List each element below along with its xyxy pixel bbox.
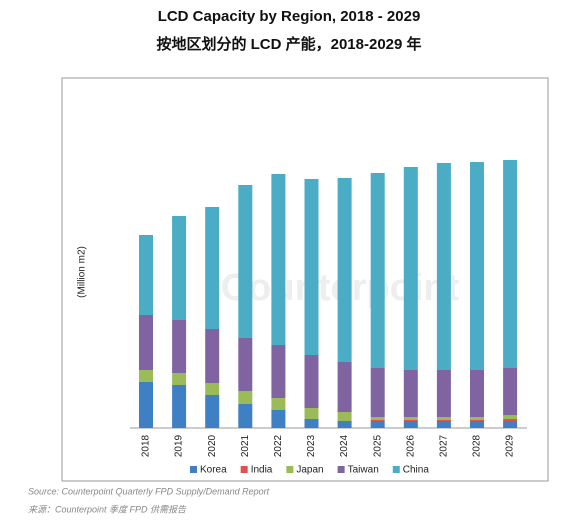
bar-segment bbox=[436, 163, 451, 370]
x-tick-label: 2022 bbox=[273, 434, 284, 457]
y-axis-label: (Million m2) bbox=[77, 246, 88, 298]
bar-segment bbox=[370, 173, 385, 368]
bar-segment bbox=[238, 391, 253, 404]
bar-segment bbox=[370, 368, 385, 417]
x-tick-label: 2023 bbox=[306, 434, 317, 457]
plot-frame bbox=[61, 77, 549, 482]
bar-segment bbox=[304, 419, 319, 428]
x-tick-label: 2029 bbox=[505, 434, 516, 457]
legend-label: Japan bbox=[296, 465, 323, 476]
bar-segment bbox=[403, 421, 418, 428]
bar-segment bbox=[238, 338, 253, 391]
x-tick-label: 2019 bbox=[174, 434, 185, 457]
bar-segment bbox=[271, 174, 286, 345]
bar-segment bbox=[470, 417, 484, 420]
bar-segment bbox=[436, 420, 451, 421]
bar-segment bbox=[172, 216, 187, 320]
bar-segment bbox=[370, 417, 385, 420]
x-tick-label: 2025 bbox=[372, 434, 383, 457]
bar-segment bbox=[403, 370, 418, 417]
bar-segment bbox=[172, 373, 187, 385]
source-cn: 来源：Counterpoint 季度 FPD 供需报告 bbox=[28, 504, 187, 514]
legend-label: Korea bbox=[200, 465, 227, 476]
legend-swatch bbox=[286, 466, 294, 473]
x-tick-label: 2028 bbox=[472, 434, 483, 457]
bar-segment bbox=[271, 398, 286, 410]
bar-segment bbox=[139, 370, 153, 382]
chart-subtitle: 按地区划分的 LCD 产能，2018-2029 年 bbox=[156, 35, 421, 53]
legend-swatch bbox=[337, 466, 345, 473]
bar-segment bbox=[238, 404, 253, 428]
bar-segment bbox=[503, 415, 518, 419]
bar-segment bbox=[271, 345, 286, 398]
bar-segment bbox=[139, 382, 153, 428]
bar-segment bbox=[436, 370, 451, 417]
legend-label: Taiwan bbox=[348, 465, 379, 476]
legend-label: China bbox=[403, 465, 430, 476]
bar-segment bbox=[205, 207, 220, 329]
bar-segment bbox=[139, 315, 153, 370]
bar-segment bbox=[503, 421, 518, 428]
bar-segment bbox=[470, 420, 484, 421]
bar-segment bbox=[403, 417, 418, 420]
x-tick-label: 2026 bbox=[405, 434, 416, 457]
bar-segment bbox=[337, 421, 352, 428]
bar-segment bbox=[271, 410, 286, 428]
bar-segment bbox=[403, 420, 418, 421]
legend-swatch bbox=[190, 466, 197, 473]
x-tick-label: 2024 bbox=[339, 434, 350, 457]
legend-swatch bbox=[240, 466, 248, 473]
chart-title: LCD Capacity by Region, 2018 - 2029 bbox=[158, 8, 421, 25]
legend-swatch bbox=[392, 466, 400, 473]
bar-segment bbox=[403, 167, 418, 370]
source: Source: Counterpoint Quarterly FPD Suppl… bbox=[28, 486, 270, 496]
bar-segment bbox=[436, 417, 451, 420]
bar-segment bbox=[370, 420, 385, 421]
bar-segment bbox=[205, 329, 220, 383]
bar-segment bbox=[470, 421, 484, 428]
x-tick-label: 2027 bbox=[439, 434, 450, 457]
x-tick-label: 2018 bbox=[141, 434, 152, 457]
bar-segment bbox=[337, 412, 352, 421]
bar-segment bbox=[205, 395, 220, 428]
x-tick-label: 2021 bbox=[240, 434, 251, 457]
bar-segment bbox=[470, 162, 484, 370]
bar-segment bbox=[337, 362, 352, 412]
bar-segment bbox=[238, 185, 253, 338]
bar-segment bbox=[304, 179, 319, 355]
bar-segment bbox=[139, 235, 153, 315]
bar-segment bbox=[503, 419, 518, 421]
bar-segment bbox=[436, 421, 451, 428]
bar-segment bbox=[503, 160, 518, 368]
bar-segment bbox=[205, 383, 220, 395]
bar-segment bbox=[503, 368, 518, 415]
legend-label: India bbox=[251, 465, 273, 476]
x-tick-label: 2020 bbox=[207, 434, 218, 457]
bar-segment bbox=[172, 320, 187, 373]
bar-segment bbox=[304, 408, 319, 419]
bar-segment bbox=[470, 370, 484, 417]
bar-segment bbox=[172, 385, 187, 428]
bar-segment bbox=[337, 178, 352, 362]
bar-segment bbox=[370, 421, 385, 428]
bar-segment bbox=[304, 355, 319, 408]
